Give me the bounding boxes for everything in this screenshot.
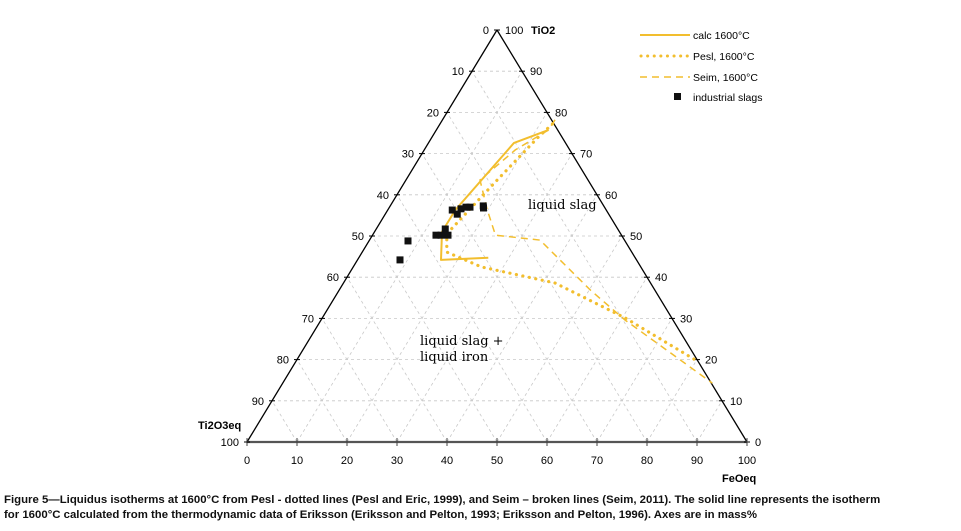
tick-label-bottom-50: 50 [491,455,503,467]
grid-line-ti2o3-80 [296,359,348,443]
grid-line-ti2o3-70 [321,318,398,443]
tick-label-bottom-40: 40 [441,455,453,467]
isotherm-line-dotted [445,122,699,363]
tick-label-left-100: 100 [221,437,239,449]
tick-label-bottom-0: 0 [244,455,250,467]
industrial-slag-marker [448,206,456,214]
isotherm-series [440,119,713,384]
caption-line-2: for 1600°C calculated from the thermodyn… [4,509,758,521]
grid-line-feo-50 [496,235,623,443]
axis-title-bottom: FeOeq [722,473,756,485]
industrial-slag-marker [457,205,465,213]
grid-line-feo-30 [396,153,573,443]
tick-label-right-50: 50 [630,231,642,243]
tick-label-bottom-90: 90 [691,455,703,467]
tick-label-right-80: 20 [705,355,717,367]
tick-label-right-100: 0 [755,437,761,449]
grid-lines [271,70,723,443]
industrial-slag-marker [441,225,449,233]
legend-label-pesl: Pesl, 1600°C [693,51,755,63]
industrial-slag-marker [432,231,440,239]
grid-line-feo-60 [546,276,648,443]
tick-label-bottom-20: 20 [341,455,353,467]
isotherm-line-dashed [479,119,713,384]
grid-line-ti2o3-50 [371,235,498,443]
isotherm-line-solid [440,129,549,261]
tick-label-left-20: 20 [427,107,439,119]
industrial-slag-marker [466,203,474,211]
tick-label-bottom-30: 30 [391,455,403,467]
tick-label-left-70: 70 [302,313,314,325]
tick-label-right-0: 100 [505,25,523,37]
tick-label-right-20: 80 [555,107,567,119]
region-label-slag-iron-line2: liquid iron [420,350,489,365]
grid-line-feo-10 [296,70,523,443]
tick-label-bottom-70: 70 [591,455,603,467]
tick-label-right-30: 70 [580,149,592,161]
axis-title-top: TiO2 [531,25,555,37]
tick-label-bottom-100: 100 [738,455,756,467]
legend-label-seim: Seim, 1600°C [693,72,758,84]
region-label-slag-iron-line1: liquid slag + [420,334,504,349]
legend-swatch-industrial-slags [674,93,681,100]
region-label-liquid-slag: liquid slag [528,198,597,213]
industrial-slag-marker [453,210,461,218]
tick-label-bottom-10: 10 [291,455,303,467]
industrial-slag-marker [396,256,404,264]
grid-line-feo-80 [646,359,698,443]
tick-label-left-50: 50 [352,231,364,243]
tick-label-left-0: 0 [483,25,489,37]
industrial-slag-marker [404,237,412,245]
industrial-slag-marker [462,203,470,211]
industrial-slag-marker [444,231,452,239]
tick-label-left-80: 80 [277,355,289,367]
tick-label-right-90: 10 [730,396,742,408]
tick-label-bottom-80: 80 [641,455,653,467]
legend: calc 1600°C Pesl, 1600°C Seim, 1600°C in… [639,30,762,104]
tick-label-left-10: 10 [452,66,464,78]
tick-label-left-40: 40 [377,190,389,202]
grid-line-ti2o3-30 [421,153,598,443]
figure-caption: Figure 5—Liquidus isotherms at 1600°C fr… [4,493,959,523]
legend-label-calc: calc 1600°C [693,30,750,42]
tick-label-left-90: 90 [252,396,264,408]
tick-label-bottom-60: 60 [541,455,553,467]
grid-line-feo-70 [596,318,673,443]
tick-label-left-30: 30 [402,149,414,161]
tick-label-right-60: 40 [655,272,667,284]
industrial-slag-marker [480,204,487,212]
legend-label-industrial-slags: industrial slags [693,92,762,104]
grid-line-feo-90 [696,400,723,443]
industrial-slag-markers [396,202,487,264]
caption-line-1: Figure 5—Liquidus isotherms at 1600°C fr… [4,494,881,506]
tick-label-right-40: 60 [605,190,617,202]
grid-line-ti2o3-90 [271,400,298,443]
tick-label-right-70: 30 [680,313,692,325]
grid-line-ti2o3-10 [471,70,698,443]
industrial-slag-marker [437,231,445,239]
axis-title-left: Ti2O3eq [198,420,241,432]
tick-label-left-60: 60 [327,272,339,284]
grid-line-ti2o3-60 [346,276,448,443]
tick-label-right-10: 90 [530,66,542,78]
